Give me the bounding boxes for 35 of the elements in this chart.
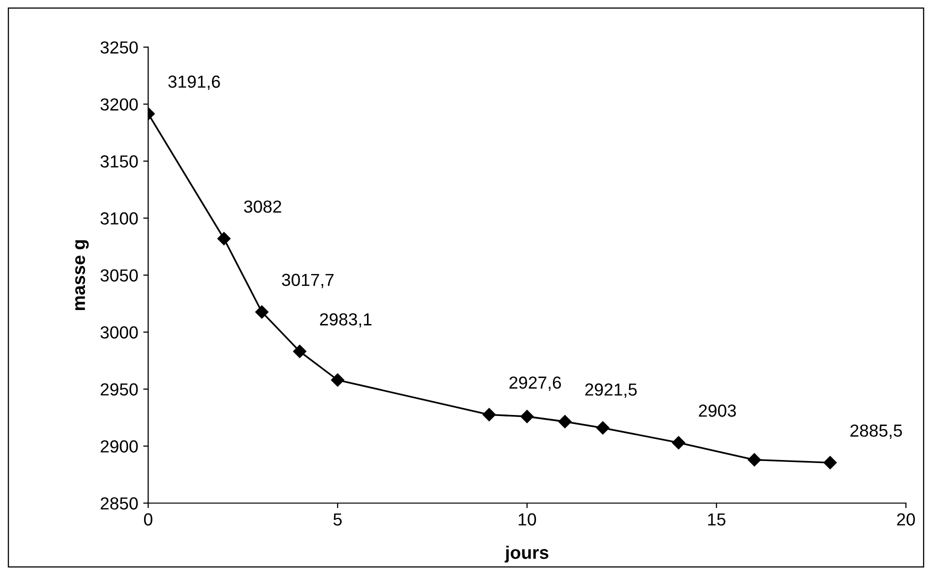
y-tick-label: 2950 xyxy=(100,383,138,396)
point xyxy=(255,305,268,319)
y-tick-label: 2900 xyxy=(100,440,138,453)
data-label: 2927,6 xyxy=(509,376,561,391)
point xyxy=(520,410,534,424)
y-tick-label: 3100 xyxy=(100,212,138,225)
point xyxy=(596,421,610,434)
x-tick-label: 0 xyxy=(144,513,152,526)
point xyxy=(217,232,231,246)
y-tick-label: 3000 xyxy=(100,326,138,339)
x-axis-title: jours xyxy=(504,546,548,563)
data-label: 2983,1 xyxy=(320,313,372,328)
data-label: 2885,5 xyxy=(850,424,902,439)
point xyxy=(331,373,344,387)
point xyxy=(824,456,837,470)
data-label: 3017,7 xyxy=(282,274,334,288)
data-label: 3082 xyxy=(244,200,282,213)
x-tick-label: 15 xyxy=(708,513,726,526)
y-tick-label: 3200 xyxy=(100,98,138,111)
y-tick-label: 3150 xyxy=(100,155,138,168)
y-tick-label: 3050 xyxy=(100,269,138,282)
x-tick-label: 10 xyxy=(518,513,536,526)
point xyxy=(293,344,306,358)
data-label: 3191,6 xyxy=(168,76,220,90)
y-tick-label: 2850 xyxy=(100,497,138,510)
data-label: 2903 xyxy=(698,404,736,417)
point xyxy=(672,436,686,450)
x-tick-label: 5 xyxy=(333,513,342,526)
point xyxy=(748,453,761,466)
data-label: 2921,5 xyxy=(585,383,637,398)
point xyxy=(482,408,496,422)
point xyxy=(558,415,572,428)
y-axis-title: masse g xyxy=(75,240,89,310)
x-tick-label: 20 xyxy=(897,513,915,526)
y-tick-label: 3250 xyxy=(100,41,138,54)
